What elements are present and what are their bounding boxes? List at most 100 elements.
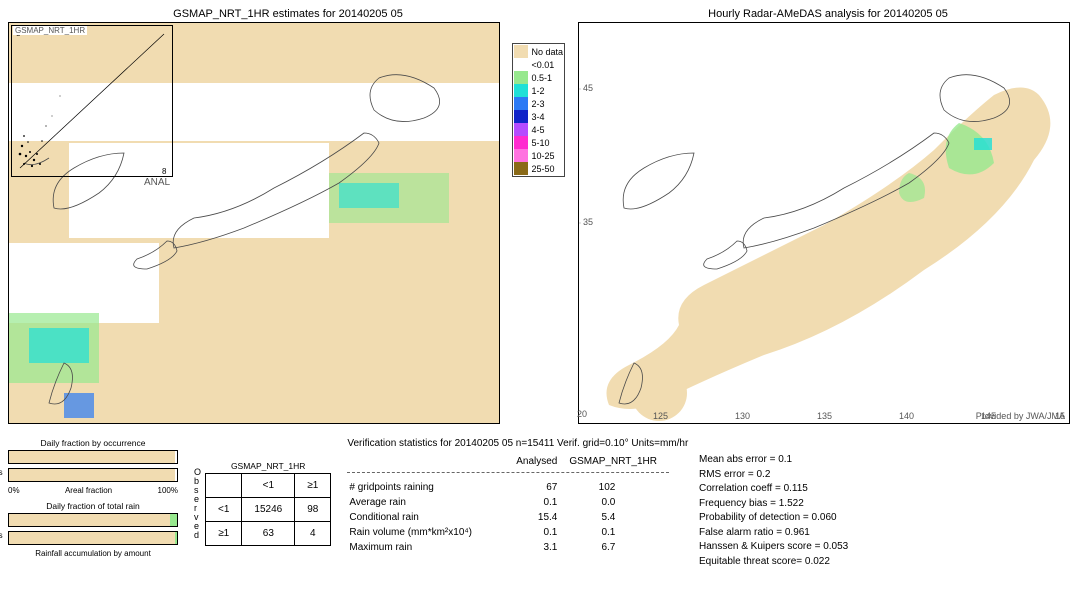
legend-label: 5-10 <box>531 138 549 148</box>
score-item: False alarm ratio = 0.961 <box>699 526 848 541</box>
bar-fill <box>9 451 175 463</box>
legend-label: 4-5 <box>531 125 544 135</box>
legend-item: <0.01 <box>514 58 563 71</box>
stats-row: Average rain0.10.0 <box>349 496 625 509</box>
legend-swatch <box>514 110 528 123</box>
legend-swatch <box>514 123 528 136</box>
legend-label: 25-50 <box>531 164 554 174</box>
score-item: Frequency bias = 1.522 <box>699 497 848 512</box>
left-map-title: GSMAP_NRT_1HR estimates for 20140205 05 <box>8 8 568 20</box>
xtick-130: 130 <box>735 411 750 421</box>
bar-fill <box>9 532 175 544</box>
legend-swatch <box>514 71 528 84</box>
col-gsmap: GSMAP_NRT_1HR <box>569 455 667 468</box>
legend-item: 4-5 <box>514 123 563 136</box>
legend-swatch <box>514 136 528 149</box>
rain-legend: No data <0.01 0.5-1 1-2 2-3 3-4 4-5 5-10 10-25 25… <box>512 43 565 177</box>
rain-foot: Rainfall accumulation by amount <box>8 549 178 558</box>
stats-left: AnalysedGSMAP_NRT_1HR # gridpoints raini… <box>347 453 669 569</box>
legend-swatch <box>514 97 528 110</box>
occ-title: Daily fraction by occurrence <box>8 438 178 448</box>
right-map-title: Hourly Radar-AMeDAS analysis for 2014020… <box>578 8 1078 20</box>
score-list: Mean abs error = 0.1RMS error = 0.2Corre… <box>699 453 848 569</box>
legend-item: 25-50 <box>514 162 563 175</box>
ytick-45: 45 <box>583 83 593 93</box>
left-map-col: GSMAP_NRT_1HR estimates for 20140205 05 <box>8 8 568 424</box>
fraction-bar <box>8 450 178 464</box>
stats-header: Verification statistics for 20140205 05 … <box>347 438 1072 449</box>
ytick-35: 35 <box>583 217 593 227</box>
bar-tail <box>175 532 177 544</box>
legend-label: <0.01 <box>531 60 554 70</box>
score-item: RMS error = 0.2 <box>699 468 848 483</box>
legend-item: No data <box>514 45 563 58</box>
legend-label: No data <box>531 47 563 57</box>
stats-table: # gridpoints raining67102 Average rain0.1… <box>347 479 627 556</box>
score-item: Mean abs error = 0.1 <box>699 453 848 468</box>
fraction-bars: Daily fraction by occurrence EstObs 0% A… <box>8 438 178 569</box>
score-item: Correlation coeff = 0.115 <box>699 482 848 497</box>
legend-label: 3-4 <box>531 112 544 122</box>
xtick-135: 135 <box>817 411 832 421</box>
legend-item: 2-3 <box>514 97 563 110</box>
bar-label: Obs <box>0 531 3 540</box>
inset-svg: 8 8 <box>12 26 172 176</box>
fraction-bar <box>8 468 178 482</box>
fraction-bar <box>8 513 178 527</box>
score-item: Probability of detection = 0.060 <box>699 511 848 526</box>
legend-item: 3-4 <box>514 110 563 123</box>
left-map: 8 8 GSMAP_NRT_1HR ANAL No data<0.010.5-1… <box>8 22 500 424</box>
maps-row: GSMAP_NRT_1HR estimates for 20140205 05 <box>8 8 1072 424</box>
col-analysed: Analysed <box>511 455 567 468</box>
occ-axis: 0% Areal fraction 100% <box>8 486 178 495</box>
legend-swatch <box>514 45 528 58</box>
xtick-140: 140 <box>899 411 914 421</box>
bottom-section: Daily fraction by occurrence EstObs 0% A… <box>8 438 1072 569</box>
legend-swatch <box>514 149 528 162</box>
occ-x0: 0% <box>8 486 20 495</box>
legend-label: 10-25 <box>531 151 554 161</box>
contingency-wrap: Observed GSMAP_NRT_1HR <1≥1<11524698≥163… <box>194 438 331 569</box>
stats-divider <box>347 472 669 473</box>
score-item: Equitable threat score= 0.022 <box>699 555 848 570</box>
ytick-20: 20 <box>577 409 587 419</box>
contingency-block: GSMAP_NRT_1HR <1≥1<11524698≥1634 <box>205 461 331 546</box>
legend-label: 1-2 <box>531 86 544 96</box>
svg-text:8: 8 <box>162 167 167 176</box>
occ-x2: 100% <box>158 486 178 495</box>
stats-row: # gridpoints raining67102 <box>349 481 625 494</box>
legend-label: 0.5-1 <box>531 73 552 83</box>
rain-title: Daily fraction of total rain <box>8 501 178 511</box>
legend-label: 2-3 <box>531 99 544 109</box>
legend-item: 5-10 <box>514 136 563 149</box>
xtick-125: 125 <box>653 411 668 421</box>
contingency-title: GSMAP_NRT_1HR <box>205 461 331 471</box>
score-item: Hanssen & Kuipers score = 0.053 <box>699 540 848 555</box>
bar-fill <box>9 514 170 526</box>
legend-swatch <box>514 84 528 97</box>
bar-tail <box>170 514 177 526</box>
bar-label: Obs <box>0 468 3 477</box>
fraction-bar <box>8 531 178 545</box>
stats-row: Rain volume (mm*km²x10⁴)0.10.1 <box>349 526 625 539</box>
observed-side-label: Observed <box>194 468 201 540</box>
right-map-svg <box>579 23 1069 423</box>
legend-swatch <box>514 162 528 175</box>
provided-label: Provided by JWA/JMA <box>976 411 1065 421</box>
right-map-col: Hourly Radar-AMeDAS analysis for 2014020… <box>578 8 1078 424</box>
stats-block: Verification statistics for 20140205 05 … <box>347 438 1072 569</box>
legend-item: 10-25 <box>514 149 563 162</box>
anal-label: ANAL <box>144 177 170 188</box>
stats-col-headers: AnalysedGSMAP_NRT_1HR <box>347 453 669 470</box>
legend-swatch <box>514 58 528 71</box>
bar-fill <box>9 469 175 481</box>
left-map-inset: 8 8 <box>11 25 173 177</box>
occ-x1: Areal fraction <box>65 486 112 495</box>
stats-row: Conditional rain15.45.4 <box>349 511 625 524</box>
legend-item: 1-2 <box>514 84 563 97</box>
legend-item: 0.5-1 <box>514 71 563 84</box>
stats-row: Maximum rain3.16.7 <box>349 541 625 554</box>
inset-label: GSMAP_NRT_1HR <box>13 26 87 35</box>
right-map: 45 35 20 125 130 135 140 145 15 Provided… <box>578 22 1070 424</box>
contingency-table: <1≥1<11524698≥1634 <box>205 473 331 546</box>
